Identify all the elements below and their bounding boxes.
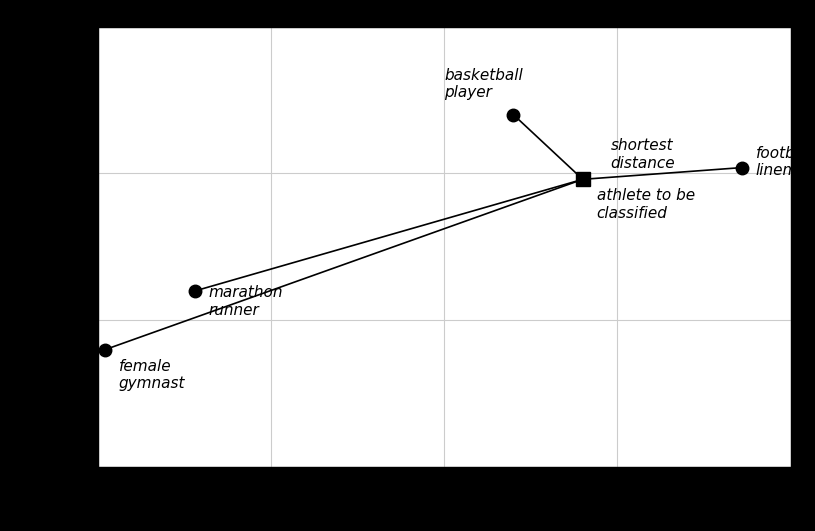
Text: athlete to be
classified: athlete to be classified	[597, 188, 694, 220]
Text: shortest
distance: shortest distance	[610, 138, 675, 170]
Text: basketball
player: basketball player	[444, 67, 523, 100]
Text: football
lineman: football lineman	[756, 145, 815, 178]
Text: female
gymnast: female gymnast	[119, 358, 185, 391]
X-axis label: Weight: Weight	[415, 498, 474, 516]
Y-axis label: Height: Height	[36, 219, 54, 275]
Text: marathon
runner: marathon runner	[209, 285, 283, 318]
